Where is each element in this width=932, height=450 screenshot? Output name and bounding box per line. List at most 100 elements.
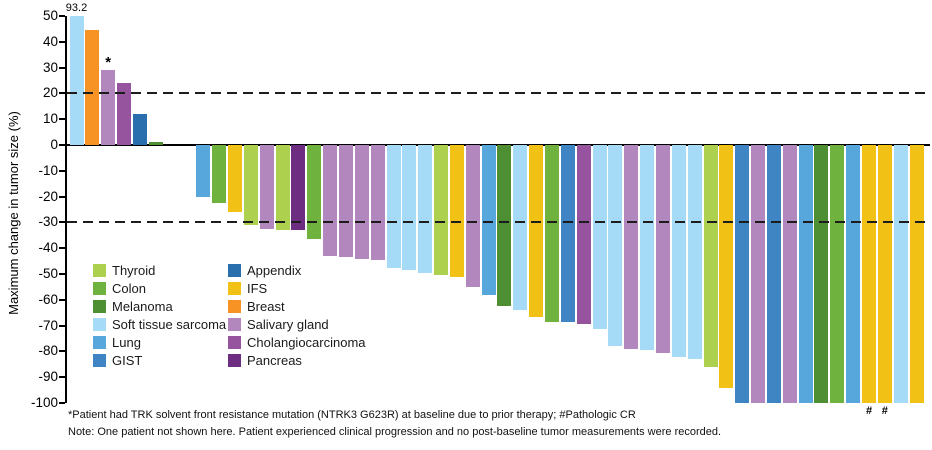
legend-label: Colon [112, 281, 146, 296]
bar [243, 145, 258, 225]
y-tick [59, 92, 65, 95]
bar [465, 145, 480, 287]
legend-label: GIST [112, 353, 143, 368]
bar [671, 145, 686, 357]
bar [798, 145, 813, 403]
bar [735, 145, 750, 403]
y-tick [59, 221, 65, 224]
y-tick-label: -60 [38, 291, 58, 307]
bar [307, 145, 322, 240]
y-tick-label: -90 [38, 369, 58, 385]
bar [687, 145, 702, 360]
y-tick-label: -100 [30, 395, 58, 410]
y-tick [59, 298, 65, 301]
y-tick-label: -80 [38, 343, 58, 359]
bar [69, 16, 84, 145]
y-tick-label: 40 [42, 33, 58, 49]
y-tick-label: -40 [38, 240, 58, 256]
legend-label: Breast [247, 299, 285, 314]
legend-label: Salivary gland [247, 317, 329, 332]
bar [893, 145, 908, 403]
legend-swatch-gist [93, 354, 106, 367]
bar [117, 83, 132, 145]
bar [513, 145, 528, 311]
legend-swatch-ifs [228, 282, 241, 295]
legend-label: Lung [112, 335, 141, 350]
bar [782, 145, 797, 403]
y-tick [59, 376, 65, 379]
bar [592, 145, 607, 330]
bar [481, 145, 496, 295]
y-tick [59, 40, 65, 43]
legend-label: Cholangiocarcinoma [247, 335, 366, 350]
bar [148, 141, 163, 145]
bar [228, 145, 242, 213]
legend-label: Appendix [247, 263, 302, 278]
bar [846, 145, 861, 403]
bar [608, 145, 623, 347]
bar [719, 145, 734, 388]
legend-swatch-lung [93, 336, 106, 349]
bar [751, 145, 766, 403]
bar [386, 145, 401, 268]
legend-label: Thyroid [112, 263, 156, 278]
y-tick-label: -50 [38, 266, 58, 281]
bar [862, 145, 876, 403]
y-tick [59, 66, 65, 69]
y-tick-label: 30 [42, 59, 58, 75]
y-tick [59, 350, 65, 353]
legend-swatch-appendix [228, 264, 241, 277]
y-tick-label: -70 [38, 317, 58, 333]
bar [101, 70, 116, 145]
y-tick [59, 324, 65, 327]
legend-swatch-cholangiocarcinoma [228, 336, 241, 349]
bar [560, 145, 575, 322]
bar [766, 145, 781, 403]
reference-line [67, 92, 930, 95]
bar [814, 145, 829, 403]
bar [132, 114, 147, 145]
y-tick-label: -20 [38, 188, 58, 204]
bar [529, 145, 544, 317]
bar [655, 145, 670, 353]
reference-line [67, 221, 930, 224]
legend-swatch-salivary-gland [228, 318, 241, 331]
y-tick [59, 402, 65, 404]
footnote-line-1: *Patient had TRK solvent front resistanc… [68, 409, 636, 421]
bar [449, 145, 464, 277]
bar [909, 145, 924, 403]
bar [624, 145, 639, 349]
legend-swatch-breast [228, 300, 241, 313]
legend-label: Soft tissue sarcoma [112, 317, 227, 332]
asterisk-marker: * [105, 54, 112, 72]
bar [354, 145, 369, 259]
bar [830, 145, 845, 403]
legend-swatch-pancreas [228, 354, 241, 367]
bar [576, 145, 591, 325]
y-tick-label: 20 [42, 85, 58, 101]
legend-swatch-thyroid [93, 264, 106, 277]
bar [323, 145, 338, 256]
bar [640, 145, 655, 351]
y-tick [59, 15, 65, 17]
y-axis-line [65, 16, 67, 403]
bar [497, 145, 512, 307]
bar [212, 145, 227, 204]
y-tick [59, 195, 65, 198]
bar [703, 145, 718, 367]
bar-value-label: 93.2 [65, 2, 88, 14]
legend-swatch-soft-tissue-sarcoma [93, 318, 106, 331]
legend-label: IFS [247, 281, 268, 296]
legend-label: Melanoma [112, 299, 173, 314]
bar [418, 145, 433, 273]
bar [402, 145, 417, 271]
hash-marker: # [881, 405, 888, 417]
y-tick-label: 50 [42, 8, 58, 23]
bar [877, 145, 892, 403]
legend-swatch-colon [93, 282, 106, 295]
bar [370, 145, 385, 260]
footnote-line-2: Note: One patient not shown here. Patien… [68, 426, 722, 438]
y-tick [59, 118, 65, 121]
y-tick-label: 10 [42, 111, 58, 127]
bar [196, 145, 211, 197]
